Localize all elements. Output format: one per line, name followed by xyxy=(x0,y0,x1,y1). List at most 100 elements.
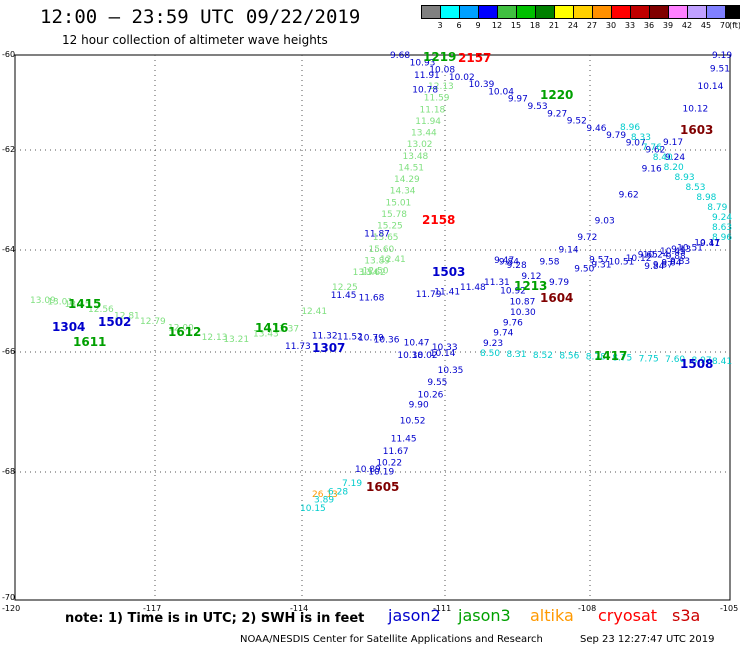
generation-timestamp: Sep 23 12:27:47 UTC 2019 xyxy=(580,634,715,645)
wave-height-value: 9.84 xyxy=(644,262,664,272)
wave-height-value: 9.24 xyxy=(665,153,685,163)
wave-height-value: 10.12 xyxy=(626,254,652,264)
wave-height-value: 10.38 xyxy=(397,351,423,361)
wave-height-value: 8.96 xyxy=(712,233,732,243)
pass-time-label: 1604 xyxy=(540,291,573,305)
wave-height-value: 9.47 xyxy=(494,256,514,266)
wave-height-value: 10.89 xyxy=(355,465,381,475)
color-scale-label: 6 xyxy=(456,21,462,30)
wave-height-value: 3.89 xyxy=(314,496,334,506)
latitude-label: -70 xyxy=(2,593,16,602)
wave-height-value: 13.02 xyxy=(407,140,433,150)
wave-height-value: 10.14 xyxy=(698,82,724,92)
color-scale-label: 36 xyxy=(643,21,655,30)
longitude-label: -117 xyxy=(143,604,162,613)
wave-height-value: 13.09 xyxy=(30,296,56,306)
wave-height-value: 10.12 xyxy=(683,105,709,115)
wave-height-value: 9.07 xyxy=(626,138,646,148)
wave-height-value: 8.98 xyxy=(696,193,716,203)
wave-height-value: 9.65 xyxy=(638,251,658,261)
color-scale-label: 21 xyxy=(548,21,560,30)
wave-height-value: 11.31 xyxy=(484,278,510,288)
wave-height-value: 9.57 xyxy=(589,256,609,266)
color-scale-label: 15 xyxy=(510,21,522,30)
wave-height-value: 9.90 xyxy=(409,400,429,410)
wave-height-value: 11.79 xyxy=(416,290,442,300)
longitude-label: -114 xyxy=(290,604,309,613)
pass-time-label: 1605 xyxy=(366,480,399,494)
pass-time-label: 1508 xyxy=(680,357,713,371)
wave-height-value: 9.97 xyxy=(508,95,528,105)
wave-height-value: 8.79 xyxy=(707,203,727,213)
longitude-label: -105 xyxy=(720,604,739,613)
color-scale-label: 27 xyxy=(586,21,598,30)
wave-height-value: 10.19 xyxy=(368,468,394,478)
wave-height-value: 14.51 xyxy=(398,163,424,173)
wave-height-value: 11.73 xyxy=(285,342,311,352)
pass-time-label: 1502 xyxy=(98,315,131,329)
color-scale-label: 12 xyxy=(491,21,503,30)
wave-height-value: 13.43 xyxy=(253,329,279,339)
wave-height-value: 9.62 xyxy=(645,146,665,156)
longitude-label: -120 xyxy=(2,604,21,613)
color-scale-label: 24 xyxy=(567,21,579,30)
pass-time-label: 2157 xyxy=(458,51,491,65)
wave-height-value: 8.20 xyxy=(664,163,684,173)
wave-height-value: 10.47 xyxy=(404,338,430,348)
wave-height-value: 9.17 xyxy=(663,138,683,148)
color-scale-label: 45 xyxy=(700,21,712,30)
wave-height-value: 7.60 xyxy=(665,355,685,365)
wave-height-value: 9.19 xyxy=(712,51,732,61)
wave-height-value: 9.16 xyxy=(642,164,662,174)
wave-height-value: 13.21 xyxy=(223,335,249,345)
wave-height-value: 12.13 xyxy=(428,82,454,92)
pass-time-label: 1307 xyxy=(312,341,345,355)
wave-height-value: 9.23 xyxy=(483,339,503,349)
wave-height-value: 8.97 xyxy=(692,356,712,366)
color-scale-label: 18 xyxy=(529,21,541,30)
wave-height-value: 9.31 xyxy=(591,261,611,271)
wave-height-value: 9.12 xyxy=(521,272,541,282)
wave-height-value: 12.50 xyxy=(363,266,389,276)
wave-height-value: 8.50 xyxy=(480,349,500,359)
color-scale-swatch xyxy=(725,5,740,19)
color-scale-label: 70 xyxy=(719,21,731,30)
map-grid xyxy=(15,55,730,600)
wave-height-value: 9.76 xyxy=(503,318,523,328)
wave-height-value: 11.18 xyxy=(420,105,446,115)
pass-time-label: 2158 xyxy=(422,213,455,227)
color-scale-label: 39 xyxy=(662,21,674,30)
note-text: note: 1) Time is in UTC; 2) SWH is in fe… xyxy=(65,611,365,626)
latitude-label: -68 xyxy=(2,467,16,476)
wave-height-value: 7.19 xyxy=(342,479,362,489)
wave-height-value: 12.25 xyxy=(332,283,358,293)
wave-height-value: 8.93 xyxy=(675,173,695,183)
wave-height-value: 26.13 xyxy=(312,490,338,500)
pass-time-label: 1611 xyxy=(73,335,106,349)
wave-height-value: 15.60 xyxy=(369,245,395,255)
wave-height-value: 9.79 xyxy=(549,278,569,288)
wave-height-value: 9.58 xyxy=(539,257,559,267)
wave-height-value: 10.52 xyxy=(400,417,426,427)
longitude-label: -108 xyxy=(578,604,597,613)
wave-height-value: 13.89 xyxy=(364,256,390,266)
color-scale-label: 33 xyxy=(624,21,636,30)
wave-height-value: 11.41 xyxy=(434,287,460,297)
wave-height-value: 9.72 xyxy=(577,233,597,243)
wave-height-value: 10.92 xyxy=(500,286,526,296)
wave-height-value: 8.63 xyxy=(712,223,732,233)
wave-height-value: 10.22 xyxy=(376,459,402,469)
wave-height-value: 7.76 xyxy=(642,143,662,153)
wave-height-value: 8.33 xyxy=(631,133,651,143)
wave-height-value: 9.53 xyxy=(528,102,548,112)
wave-height-value: 7.75 xyxy=(639,354,659,364)
wave-height-value: 9.46 xyxy=(586,124,606,134)
wave-height-value: 12.81 xyxy=(114,311,140,321)
wave-height-value: 8.96 xyxy=(620,123,640,133)
wave-height-value: 14.34 xyxy=(390,187,416,197)
wave-height-value: 10.30 xyxy=(510,308,536,318)
pass-time-label: 1304 xyxy=(52,320,85,334)
page-title: 12:00 – 23:59 UTC 09/22/2019 xyxy=(40,6,361,28)
wave-height-value: 9.03 xyxy=(595,216,615,226)
wave-height-value: 11.45 xyxy=(331,291,357,301)
